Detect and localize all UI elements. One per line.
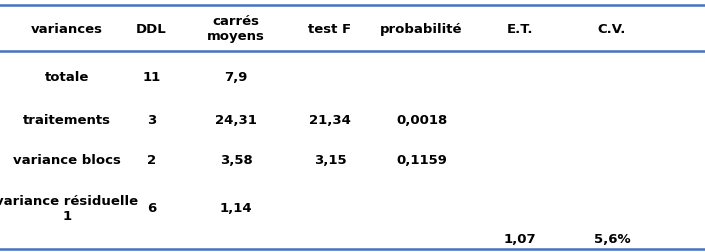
Text: E.T.: E.T. [507, 22, 534, 36]
Text: 7,9: 7,9 [224, 70, 248, 83]
Text: 5,6%: 5,6% [594, 232, 630, 245]
Text: 3,15: 3,15 [314, 153, 346, 167]
Text: C.V.: C.V. [598, 22, 626, 36]
Text: 1,07: 1,07 [504, 232, 537, 245]
Text: 3: 3 [147, 113, 157, 126]
Text: 11: 11 [142, 70, 161, 83]
Text: 2: 2 [147, 153, 156, 167]
Text: DDL: DDL [136, 22, 167, 36]
Text: 6: 6 [147, 201, 157, 214]
Text: carrés
moyens: carrés moyens [207, 15, 265, 43]
Text: 3,58: 3,58 [220, 153, 252, 167]
Text: probabilité: probabilité [380, 22, 463, 36]
Text: variance résiduelle
1: variance résiduelle 1 [0, 194, 139, 222]
Text: traitements: traitements [23, 113, 111, 126]
Text: 24,31: 24,31 [215, 113, 257, 126]
Text: 21,34: 21,34 [309, 113, 351, 126]
Text: variance blocs: variance blocs [13, 153, 121, 167]
Text: totale: totale [45, 70, 89, 83]
Text: 0,1159: 0,1159 [396, 153, 447, 167]
Text: 1,14: 1,14 [220, 201, 252, 214]
Text: test F: test F [308, 22, 352, 36]
Text: 0,0018: 0,0018 [396, 113, 447, 126]
Text: variances: variances [31, 22, 103, 36]
